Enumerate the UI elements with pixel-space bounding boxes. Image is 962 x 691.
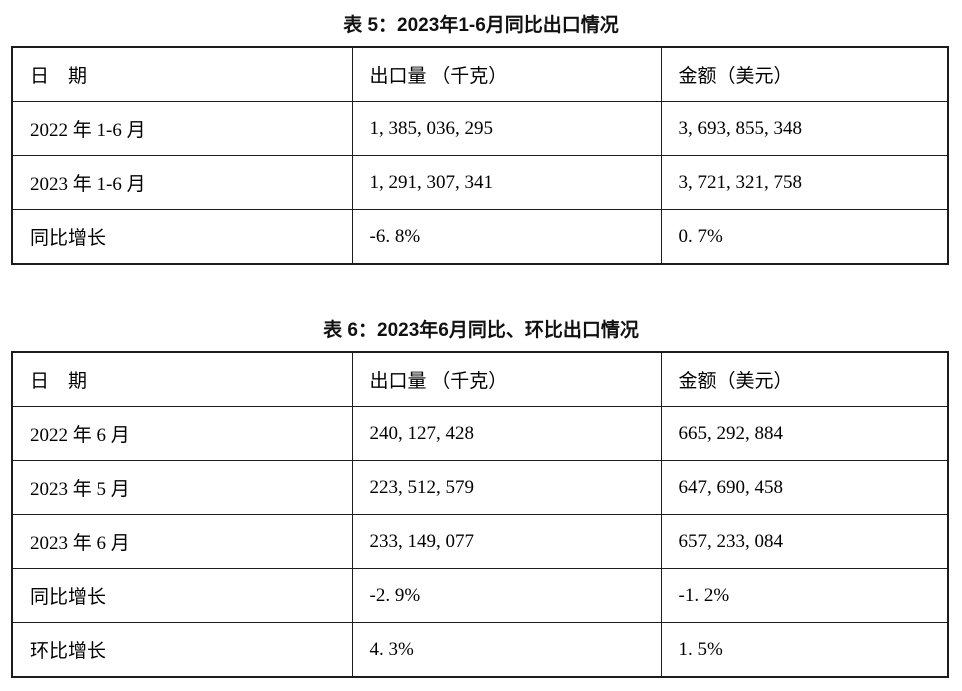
mom-growth-volume-cell: 4. 3%: [351, 622, 662, 678]
yoy-growth-label-cell: 同比增长: [11, 209, 353, 265]
table-row: 2023 年 5 月 223, 512, 579 647, 690, 458: [11, 460, 949, 515]
table6-header-row: 日 期 出口量 （千克） 金额（美元）: [11, 351, 949, 407]
table5-title: 表 5：2023年1-6月同比出口情况: [343, 15, 619, 36]
table-row: 2023 年 6 月 233, 149, 077 657, 233, 084: [11, 514, 949, 569]
date-cell: 2023 年 1-6 月: [11, 155, 353, 210]
amount-cell: 3, 721, 321, 758: [660, 155, 949, 210]
export-volume-cell: 1, 385, 036, 295: [351, 101, 662, 156]
date-cell: 2023 年 5 月: [11, 460, 353, 515]
export-volume-cell: 1, 291, 307, 341: [351, 155, 662, 210]
amount-cell: 665, 292, 884: [660, 406, 949, 461]
date-cell: 2022 年 1-6 月: [11, 101, 353, 156]
table-row: 环比增长 4. 3% 1. 5%: [11, 622, 949, 678]
export-volume-column-header: 出口量 （千克）: [351, 46, 662, 102]
table-row: 同比增长 -6. 8% 0. 7%: [11, 209, 949, 265]
amount-cell: 3, 693, 855, 348: [660, 101, 949, 156]
yoy-growth-label-cell: 同比增长: [11, 568, 353, 623]
table6: 日 期 出口量 （千克） 金额（美元） 2022 年 6 月 240, 127,…: [11, 351, 949, 678]
date-cell: 2022 年 6 月: [11, 406, 353, 461]
date-column-header: 日 期: [11, 46, 353, 102]
export-volume-cell: 223, 512, 579: [351, 460, 662, 515]
table-row: 2022 年 6 月 240, 127, 428 665, 292, 884: [11, 406, 949, 461]
amount-column-header: 金额（美元）: [660, 351, 949, 407]
export-volume-cell: 240, 127, 428: [351, 406, 662, 461]
table5-header-row: 日 期 出口量 （千克） 金额（美元）: [11, 46, 949, 102]
export-volume-column-header: 出口量 （千克）: [351, 351, 662, 407]
yoy-growth-volume-cell: -6. 8%: [351, 209, 662, 265]
yoy-growth-volume-cell: -2. 9%: [351, 568, 662, 623]
yoy-growth-amount-cell: 0. 7%: [660, 209, 949, 265]
table6-title: 表 6：2023年6月同比、环比出口情况: [323, 320, 639, 341]
table5: 日 期 出口量 （千克） 金额（美元） 2022 年 1-6 月 1, 385,…: [11, 46, 949, 265]
date-cell: 2023 年 6 月: [11, 514, 353, 569]
table-row: 2022 年 1-6 月 1, 385, 036, 295 3, 693, 85…: [11, 101, 949, 156]
mom-growth-amount-cell: 1. 5%: [660, 622, 949, 678]
export-volume-cell: 233, 149, 077: [351, 514, 662, 569]
table-row: 2023 年 1-6 月 1, 291, 307, 341 3, 721, 32…: [11, 155, 949, 210]
mom-growth-label-cell: 环比增长: [11, 622, 353, 678]
table-row: 同比增长 -2. 9% -1. 2%: [11, 568, 949, 623]
date-column-header: 日 期: [11, 351, 353, 407]
yoy-growth-amount-cell: -1. 2%: [660, 568, 949, 623]
amount-cell: 647, 690, 458: [660, 460, 949, 515]
amount-column-header: 金额（美元）: [660, 46, 949, 102]
amount-cell: 657, 233, 084: [660, 514, 949, 569]
